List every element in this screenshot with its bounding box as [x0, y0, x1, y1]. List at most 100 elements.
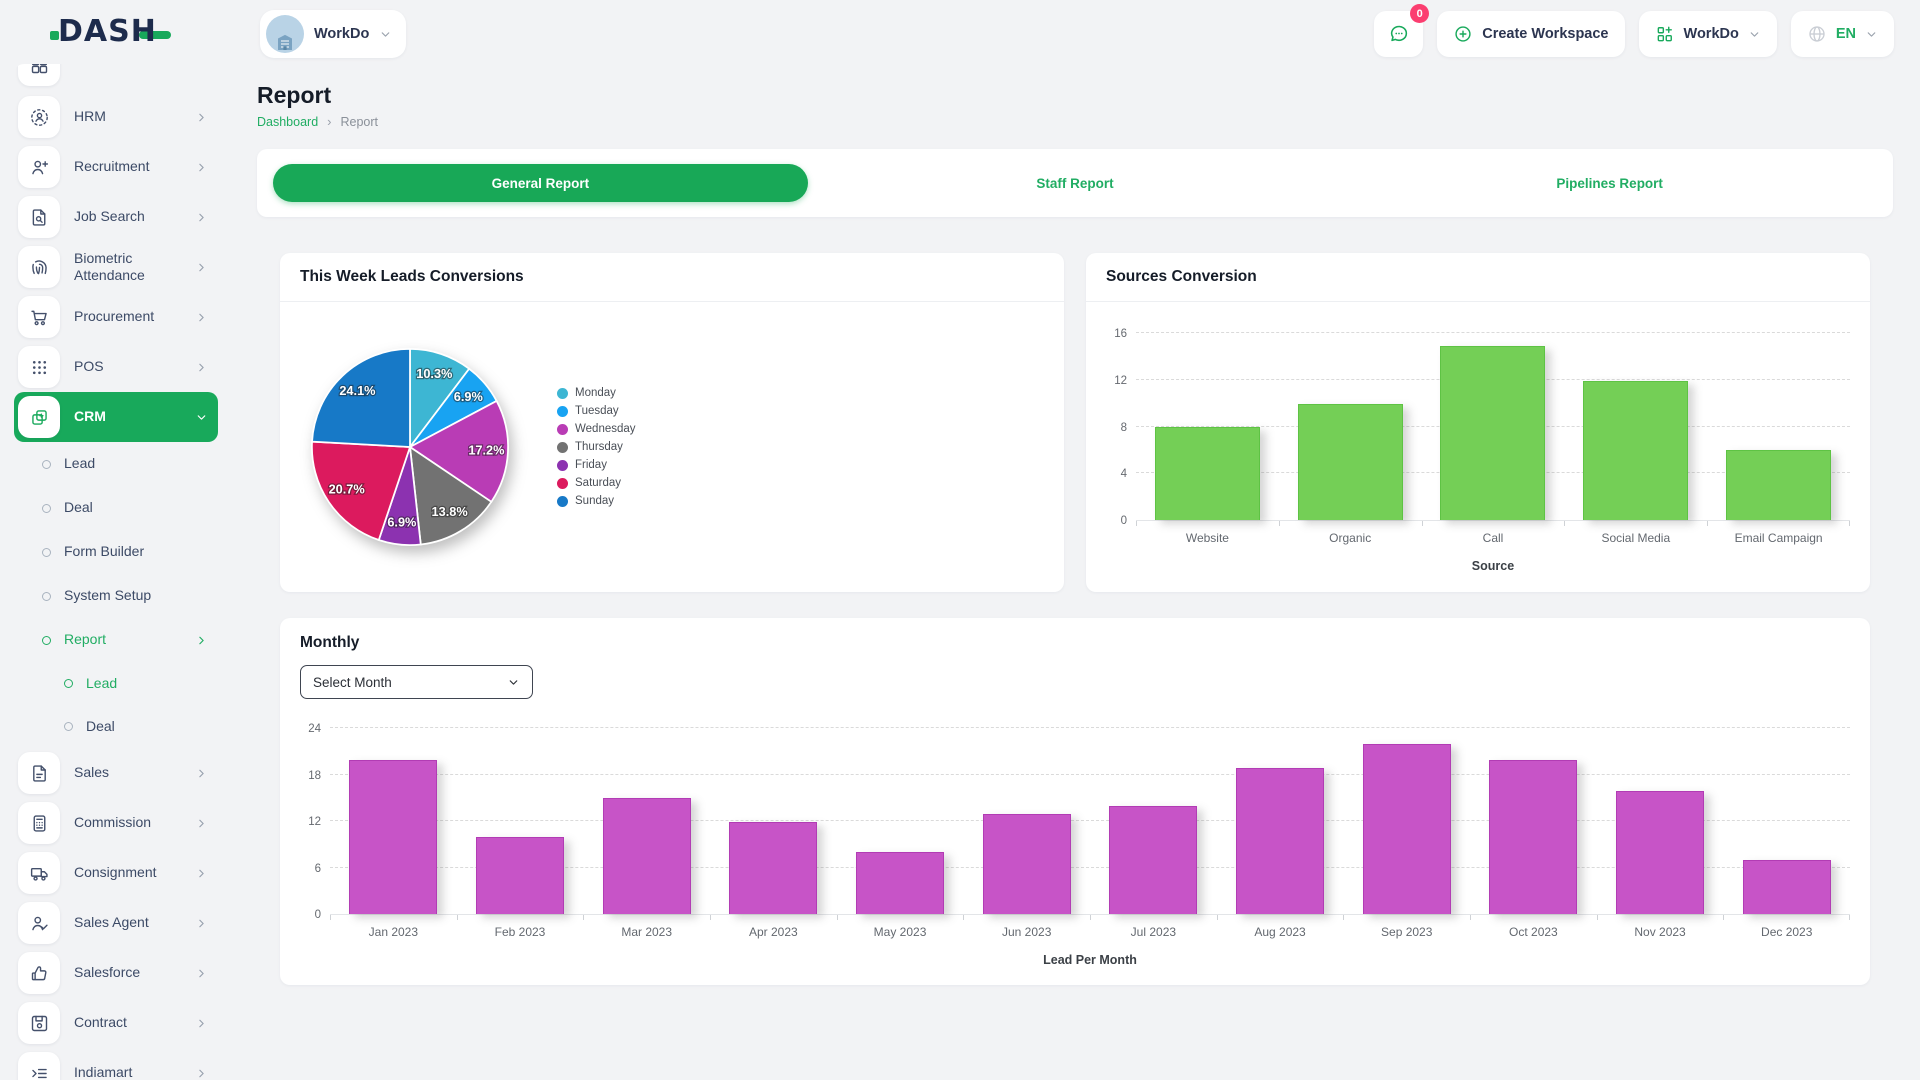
chevron-right-icon — [195, 917, 208, 930]
sidebar-item-label: Deal — [64, 499, 93, 516]
sidebar-item-job-search[interactable]: Job Search — [14, 192, 218, 242]
procurement-icon — [18, 296, 60, 338]
y-tick-label: 16 — [1114, 328, 1127, 340]
breadcrumb-dashboard-link[interactable]: Dashboard — [257, 114, 319, 129]
indiamart-icon — [18, 1052, 60, 1080]
sidebar-item-label: Deal — [86, 717, 115, 734]
tab-pipelines-report[interactable]: Pipelines Report — [1342, 164, 1877, 202]
bar-oct-2023 — [1489, 759, 1578, 914]
legend-label: Monday — [575, 387, 616, 399]
sales-agent-icon — [18, 902, 60, 944]
sidebar-item-label: POS — [74, 358, 104, 375]
tab-general-report[interactable]: General Report — [273, 164, 808, 202]
sidebar-item-indiamart[interactable]: Indiamart — [14, 1048, 218, 1080]
legend-dot — [557, 459, 568, 471]
sources-title: Sources Conversion — [1106, 268, 1257, 285]
workspace-switcher[interactable]: WorkDo — [260, 10, 407, 58]
sidebar-item-sales-agent[interactable]: Sales Agent — [14, 898, 218, 948]
sidebar-item-biometric-attendance[interactable]: Biometric Attendance — [14, 242, 218, 292]
legend-label: Wednesday — [575, 423, 636, 435]
sidebar-item-lead[interactable]: Lead — [14, 662, 218, 705]
y-tick-label: 8 — [1120, 421, 1127, 434]
chevron-right-icon — [195, 311, 208, 324]
sidebar-item-label: Lead — [86, 674, 118, 691]
sidebar-item-dashboard[interactable] — [14, 64, 218, 90]
sidebar-item-system-setup[interactable]: System Setup — [14, 574, 218, 618]
y-tick-label: 0 — [314, 909, 321, 921]
legend-item-wednesday: Wednesday — [557, 423, 636, 435]
sidebar-item-deal[interactable]: Deal — [14, 486, 218, 530]
sidebar-item-label: CRM — [74, 408, 106, 425]
bar-call — [1440, 345, 1546, 520]
pie-slice-label: 6.9% — [454, 389, 483, 404]
chevron-right-icon — [195, 867, 208, 880]
sidebar-item-label: Sales — [74, 764, 110, 781]
sidebar-nav: HRM Recruitment Job Search Biometric Attend… — [0, 62, 230, 1080]
gridline — [1136, 332, 1850, 333]
hrm-icon — [18, 96, 60, 138]
sidebar-item-recruitment[interactable]: Recruitment — [14, 142, 218, 192]
sidebar-item-consignment[interactable]: Consignment — [14, 848, 218, 898]
chevron-down-icon — [1867, 31, 1876, 37]
bar-apr-2023 — [729, 821, 818, 914]
legend-dot — [557, 441, 568, 453]
sidebar-item-lead[interactable]: Lead — [14, 442, 218, 486]
bullet-icon — [64, 722, 73, 731]
x-category-label: Feb 2023 — [456, 915, 584, 939]
logo-text: DASH — [58, 13, 157, 49]
sidebar-item-label: Indiamart — [74, 1064, 133, 1080]
y-tick-label: 0 — [1120, 515, 1127, 527]
consignment-icon — [18, 852, 60, 894]
pie-slice-sunday — [311, 348, 411, 448]
chevron-right-icon — [195, 817, 208, 830]
tab-staff-report[interactable]: Staff Report — [808, 164, 1343, 202]
pie-slice-saturday — [311, 440, 412, 542]
bullet-icon — [42, 635, 51, 645]
week-leads-card: This Week Leads Conversions 10.3% 6.9% 17.… — [280, 253, 1064, 592]
bar-social-media — [1583, 380, 1689, 520]
legend-item-thursday: Thursday — [557, 441, 636, 453]
pie-slice-label: 17.2% — [468, 442, 504, 457]
sidebar-item-label: System Setup — [64, 587, 152, 604]
job-search-icon — [18, 196, 60, 238]
legend-label: Friday — [575, 459, 607, 471]
messages-button[interactable]: 0 — [1374, 4, 1430, 57]
commission-icon — [18, 802, 60, 844]
select-month-dropdown[interactable]: Select Month — [300, 665, 533, 699]
bar-sep-2023 — [1362, 744, 1451, 914]
language-selector[interactable]: EN — [1790, 11, 1894, 57]
sidebar-item-label: Consignment — [74, 864, 157, 881]
x-category-label: Social Media — [1564, 521, 1707, 545]
sidebar-item-deal[interactable]: Deal — [14, 705, 218, 748]
sidebar-item-contract[interactable]: Contract — [14, 998, 218, 1048]
create-workspace-button[interactable]: Create Workspace — [1437, 11, 1625, 57]
report-tabs: General Report Staff Report Pipelines Repo… — [257, 149, 1893, 217]
sidebar-item-pos[interactable]: POS — [14, 342, 218, 392]
topbar: WorkDo 0 Create Workspace WorkDo — [230, 0, 1920, 62]
x-axis-title: Lead Per Month — [1043, 953, 1137, 967]
sidebar-item-label: Form Builder — [64, 543, 145, 560]
pie-slice-wednesday — [408, 399, 509, 504]
sidebar-item-label: Job Search — [74, 208, 145, 225]
sidebar-item-crm[interactable]: CRM — [14, 392, 218, 442]
sidebar-item-sales[interactable]: Sales — [14, 748, 218, 798]
sidebar-item-commission[interactable]: Commission — [14, 798, 218, 848]
sidebar-item-form-builder[interactable]: Form Builder — [14, 530, 218, 574]
brand-logo[interactable]: DASH — [0, 0, 230, 62]
workspace-menu-button[interactable]: WorkDo — [1638, 11, 1777, 57]
legend-item-monday: Monday — [557, 387, 636, 399]
sidebar-item-salesforce[interactable]: Salesforce — [14, 948, 218, 998]
sidebar-item-hrm[interactable]: HRM — [14, 92, 218, 142]
x-category-label: Aug 2023 — [1216, 915, 1344, 939]
create-workspace-label: Create Workspace — [1482, 26, 1609, 42]
sidebar-item-report[interactable]: Report — [14, 618, 218, 662]
sidebar-item-label: Commission — [74, 814, 152, 831]
sidebar-item-label: Salesforce — [74, 964, 141, 981]
sidebar-item-procurement[interactable]: Procurement — [14, 292, 218, 342]
page-title: Report — [257, 82, 332, 108]
monthly-bar-chart: 0 6 12 18 24 Jan 2023 Feb 2023 Mar 2023 Apr 2023… — [300, 723, 1850, 967]
breadcrumb-separator-icon — [327, 114, 331, 129]
sidebar-item-label: Biometric Attendance — [74, 249, 145, 284]
sidebar-item-label: Report — [64, 631, 107, 648]
